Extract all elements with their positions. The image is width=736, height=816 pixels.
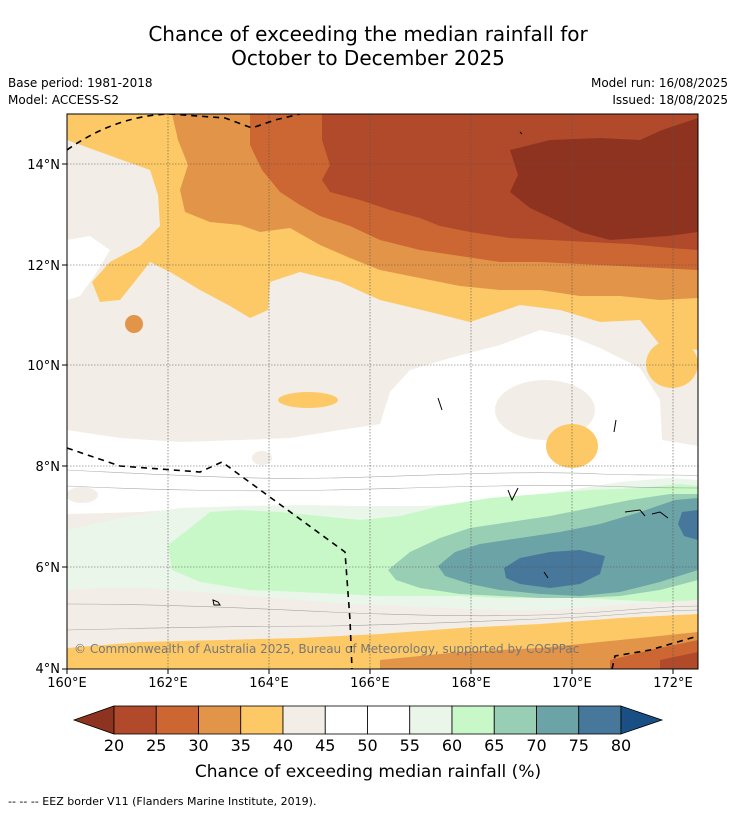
colorbar-tick-label: 75 xyxy=(568,736,589,755)
y-tick-label: 4°N xyxy=(36,662,61,677)
colorbar xyxy=(72,705,664,735)
colorbar-swatch xyxy=(240,705,284,735)
map-title-line1: Chance of exceeding the median rainfall … xyxy=(148,22,588,46)
y-tick-label: 12°N xyxy=(27,259,60,274)
colorbar-tick-label: 60 xyxy=(441,736,463,755)
region-75-80 xyxy=(504,550,605,588)
map-title-line2: October to December 2025 xyxy=(231,46,505,70)
colorbar-tick-label: 45 xyxy=(315,736,336,755)
y-tick-label: 6°N xyxy=(36,561,61,576)
south-band-40-45 xyxy=(67,600,698,648)
colorbar-swatch xyxy=(282,705,326,735)
colorbar-tick-label: 70 xyxy=(526,736,547,755)
yellow-blob-south xyxy=(278,392,338,408)
y-tick-label: 8°N xyxy=(36,460,61,475)
islands xyxy=(212,131,669,606)
colorbar-swatch xyxy=(324,705,368,735)
colorbar-tick-label: 80 xyxy=(610,736,632,755)
colorbar-swatch xyxy=(367,705,411,735)
colorbar-tick-label: 20 xyxy=(103,736,125,755)
model-run-text: Model run: 16/08/2025 xyxy=(590,76,728,90)
colorbar-swatch xyxy=(451,705,495,735)
region-75-80-east xyxy=(678,510,698,540)
graticule xyxy=(67,114,698,669)
yellow-blob-east xyxy=(646,340,698,388)
y-tick-label: 10°N xyxy=(27,359,60,374)
eez-footer-note: -- -- -- EEZ border V11 (Flanders Marine… xyxy=(8,795,317,808)
beige-blob-west xyxy=(67,487,98,503)
x-tick-label: 170°E xyxy=(552,676,592,691)
y-tick-label: 14°N xyxy=(27,158,60,173)
colorbar-swatch xyxy=(536,705,580,735)
colorbar-swatch xyxy=(493,705,537,735)
map-fill-layers: © Commonwealth of Australia 2025, Bureau… xyxy=(67,114,698,669)
x-tick-label: 162°E xyxy=(148,676,188,691)
x-tick-label: 164°E xyxy=(249,676,289,691)
colorbar-tick-label: 30 xyxy=(188,736,209,755)
yellow-core-center xyxy=(546,424,598,468)
credit-text: © Commonwealth of Australia 2025, Bureau… xyxy=(74,642,579,656)
region-below-20 xyxy=(510,118,698,240)
region-70-75 xyxy=(438,498,698,596)
region-45-55 xyxy=(67,236,110,300)
colorbar-extend-high xyxy=(620,705,664,735)
colorbar-tick-label: 50 xyxy=(357,736,378,755)
colorbar-swatch xyxy=(113,705,157,735)
contour-lines xyxy=(67,469,698,631)
x-tick-label: 160°E xyxy=(47,676,87,691)
colorbar-tick-label: 40 xyxy=(272,736,294,755)
map-frame xyxy=(66,113,699,670)
x-tick-label: 166°E xyxy=(350,676,390,691)
colorbar-swatch xyxy=(198,705,242,735)
colorbar-swatch xyxy=(155,705,199,735)
colorbar-label: Chance of exceeding median rainfall (%) xyxy=(194,762,542,782)
eez-border xyxy=(67,114,698,669)
x-tick-label: 172°E xyxy=(653,676,693,691)
colorbar-swatch xyxy=(409,705,453,735)
beige-blob-mid xyxy=(252,451,272,465)
colorbar-tick-label: 55 xyxy=(399,736,420,755)
axis-ticks xyxy=(62,163,674,674)
base-period-text: Base period: 1981-2018 xyxy=(8,76,153,90)
y-tick-labels: 14°N 12°N 10°N 8°N 6°N 4°N xyxy=(27,158,60,677)
colorbar-swatch xyxy=(578,705,622,735)
colorbar-tick-label: 65 xyxy=(484,736,505,755)
orange-blob-west xyxy=(125,315,143,333)
colorbar-extend-low xyxy=(72,705,115,735)
region-45-55-main xyxy=(67,330,698,514)
model-text: Model: ACCESS-S2 xyxy=(8,93,120,107)
colorbar-tick-label: 35 xyxy=(230,736,251,755)
x-tick-label: 168°E xyxy=(451,676,491,691)
x-tick-labels: 160°E 162°E 164°E 166°E 168°E 170°E 172°… xyxy=(47,676,693,691)
colorbar-tick-label: 25 xyxy=(146,736,167,755)
issued-text: Issued: 18/08/2025 xyxy=(612,93,728,107)
south-band-20-25 xyxy=(660,652,698,669)
